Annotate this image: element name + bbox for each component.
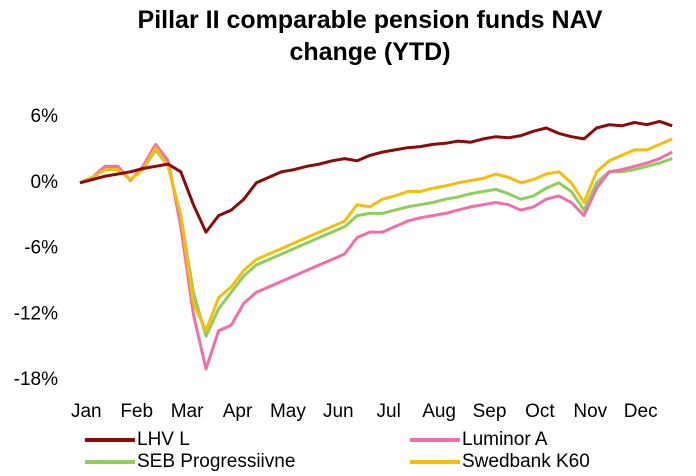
- x-tick-label: Jan: [71, 401, 102, 422]
- series-line: [79, 142, 673, 371]
- x-tick-label: Mar: [171, 401, 204, 422]
- legend-label: SEB Progressiivne: [137, 451, 295, 472]
- series-line: [79, 148, 673, 338]
- chart-title: Pillar II comparable pension funds NAV c…: [137, 6, 603, 66]
- series-line: [79, 119, 673, 234]
- y-tick-label: -6%: [24, 238, 58, 259]
- x-tick-label: Oct: [525, 401, 555, 422]
- y-tick-label: 6%: [31, 106, 59, 127]
- x-tick-label: Jul: [377, 401, 401, 422]
- y-tick-label: -18%: [14, 369, 58, 390]
- x-tick-label: Feb: [120, 401, 153, 422]
- series-line: [79, 137, 673, 333]
- legend-label: Luminor A: [462, 429, 548, 450]
- x-tick-label: Aug: [422, 401, 456, 422]
- legend-label: LHV L: [137, 429, 190, 450]
- y-tick-label: -12%: [14, 303, 58, 324]
- y-tick-label: 0%: [31, 172, 59, 193]
- x-tick-label: Nov: [573, 401, 607, 422]
- x-tick-label: Dec: [624, 401, 658, 422]
- x-tick-label: Sep: [473, 401, 507, 422]
- x-tick-label: Jun: [323, 401, 354, 422]
- x-tick-label: Apr: [223, 401, 253, 422]
- x-tick-label: May: [270, 401, 306, 422]
- legend-label: Swedbank K60: [462, 451, 590, 472]
